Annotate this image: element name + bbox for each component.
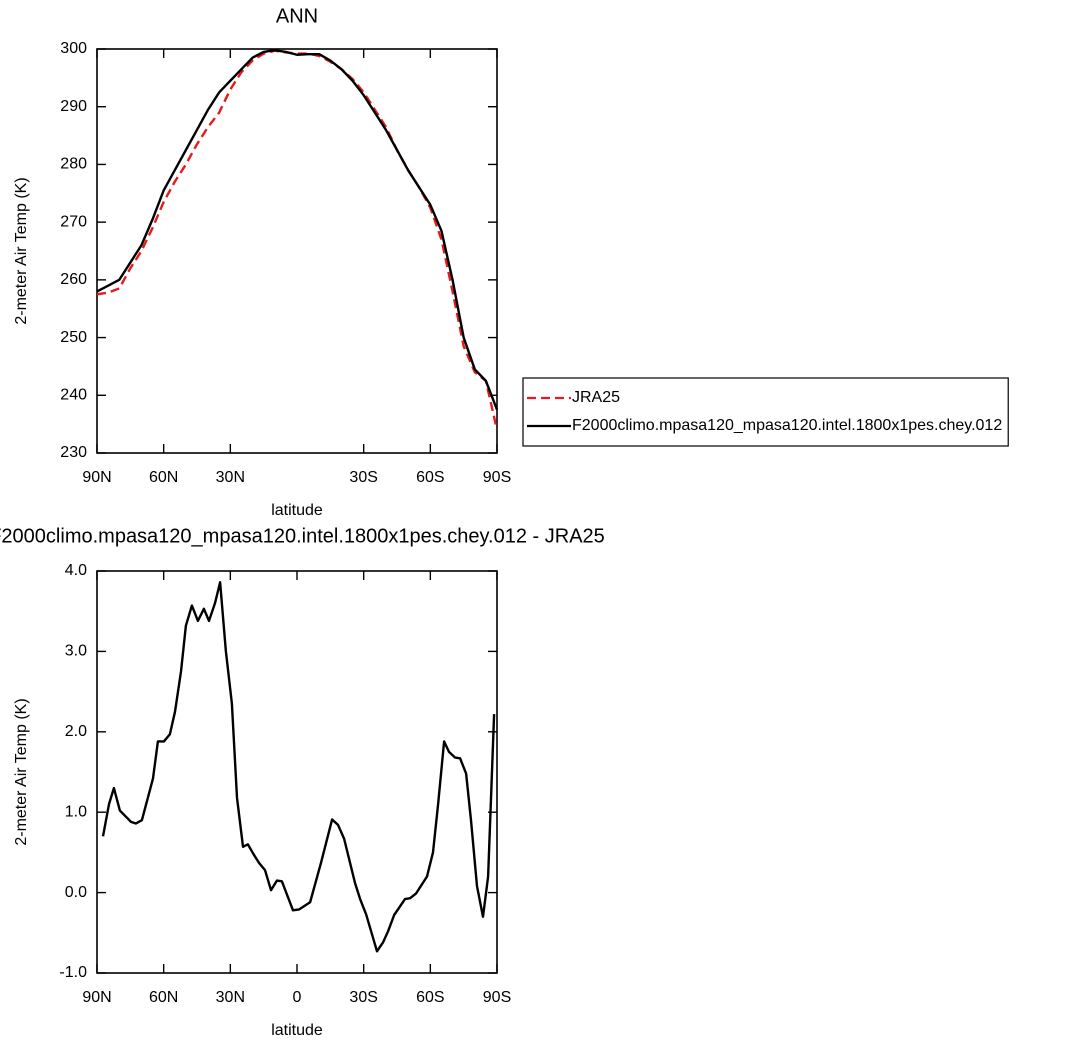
y-tick-label: 300 (60, 40, 87, 57)
y-tick-label: 270 (60, 213, 87, 230)
x-tick-label: 30N (216, 989, 245, 1006)
chart-title: F2000climo.mpasa120_mpasa120.intel.1800x… (0, 525, 605, 547)
plot-frame (96, 570, 498, 974)
y-axis-label: 2-meter Air Temp (K) (13, 698, 30, 845)
x-tick-label: 90N (82, 989, 111, 1006)
legend-label: F2000climo.mpasa120_mpasa120.intel.1800x… (572, 417, 1002, 434)
x-tick-label: 90S (483, 989, 511, 1006)
data-line (96, 49, 499, 431)
x-tick-label: 30N (216, 469, 245, 486)
y-tick-label: -1.0 (59, 964, 87, 981)
y-tick-label: 2.0 (65, 723, 87, 740)
chart-title: ANN (276, 5, 318, 27)
x-tick-label: 0 (293, 989, 302, 1006)
data-line (101, 581, 496, 953)
plot-frame (96, 48, 498, 454)
y-tick-label: 4.0 (65, 562, 87, 579)
y-tick-label: 1.0 (65, 803, 87, 820)
x-tick-label: 90N (82, 469, 111, 486)
x-tick-label: 60S (416, 469, 444, 486)
y-tick-label: 250 (60, 329, 87, 346)
x-tick-label: 60S (416, 989, 444, 1006)
x-tick-label: 90S (483, 469, 511, 486)
x-axis-label: latitude (271, 502, 323, 519)
x-tick-label: 30S (349, 989, 377, 1006)
legend-label: JRA25 (572, 389, 620, 406)
y-tick-label: 290 (60, 98, 87, 115)
legend: JRA25 F2000climo.mpasa120_mpasa120.intel.… (522, 377, 1009, 447)
x-axis-label: latitude (271, 1022, 323, 1039)
x-tick-label: 60N (149, 469, 178, 486)
y-tick-label: 230 (60, 444, 87, 461)
x-tick-label: 30S (349, 469, 377, 486)
y-tick-label: 260 (60, 271, 87, 288)
x-tick-label: 60N (149, 989, 178, 1006)
y-tick-label: 0.0 (65, 884, 87, 901)
y-axis-label: 2-meter Air Temp (K) (13, 177, 30, 324)
y-tick-label: 280 (60, 156, 87, 173)
legend-box (522, 377, 1009, 447)
y-tick-label: 3.0 (65, 643, 87, 660)
y-tick-label: 240 (60, 387, 87, 404)
data-line (96, 48, 499, 411)
